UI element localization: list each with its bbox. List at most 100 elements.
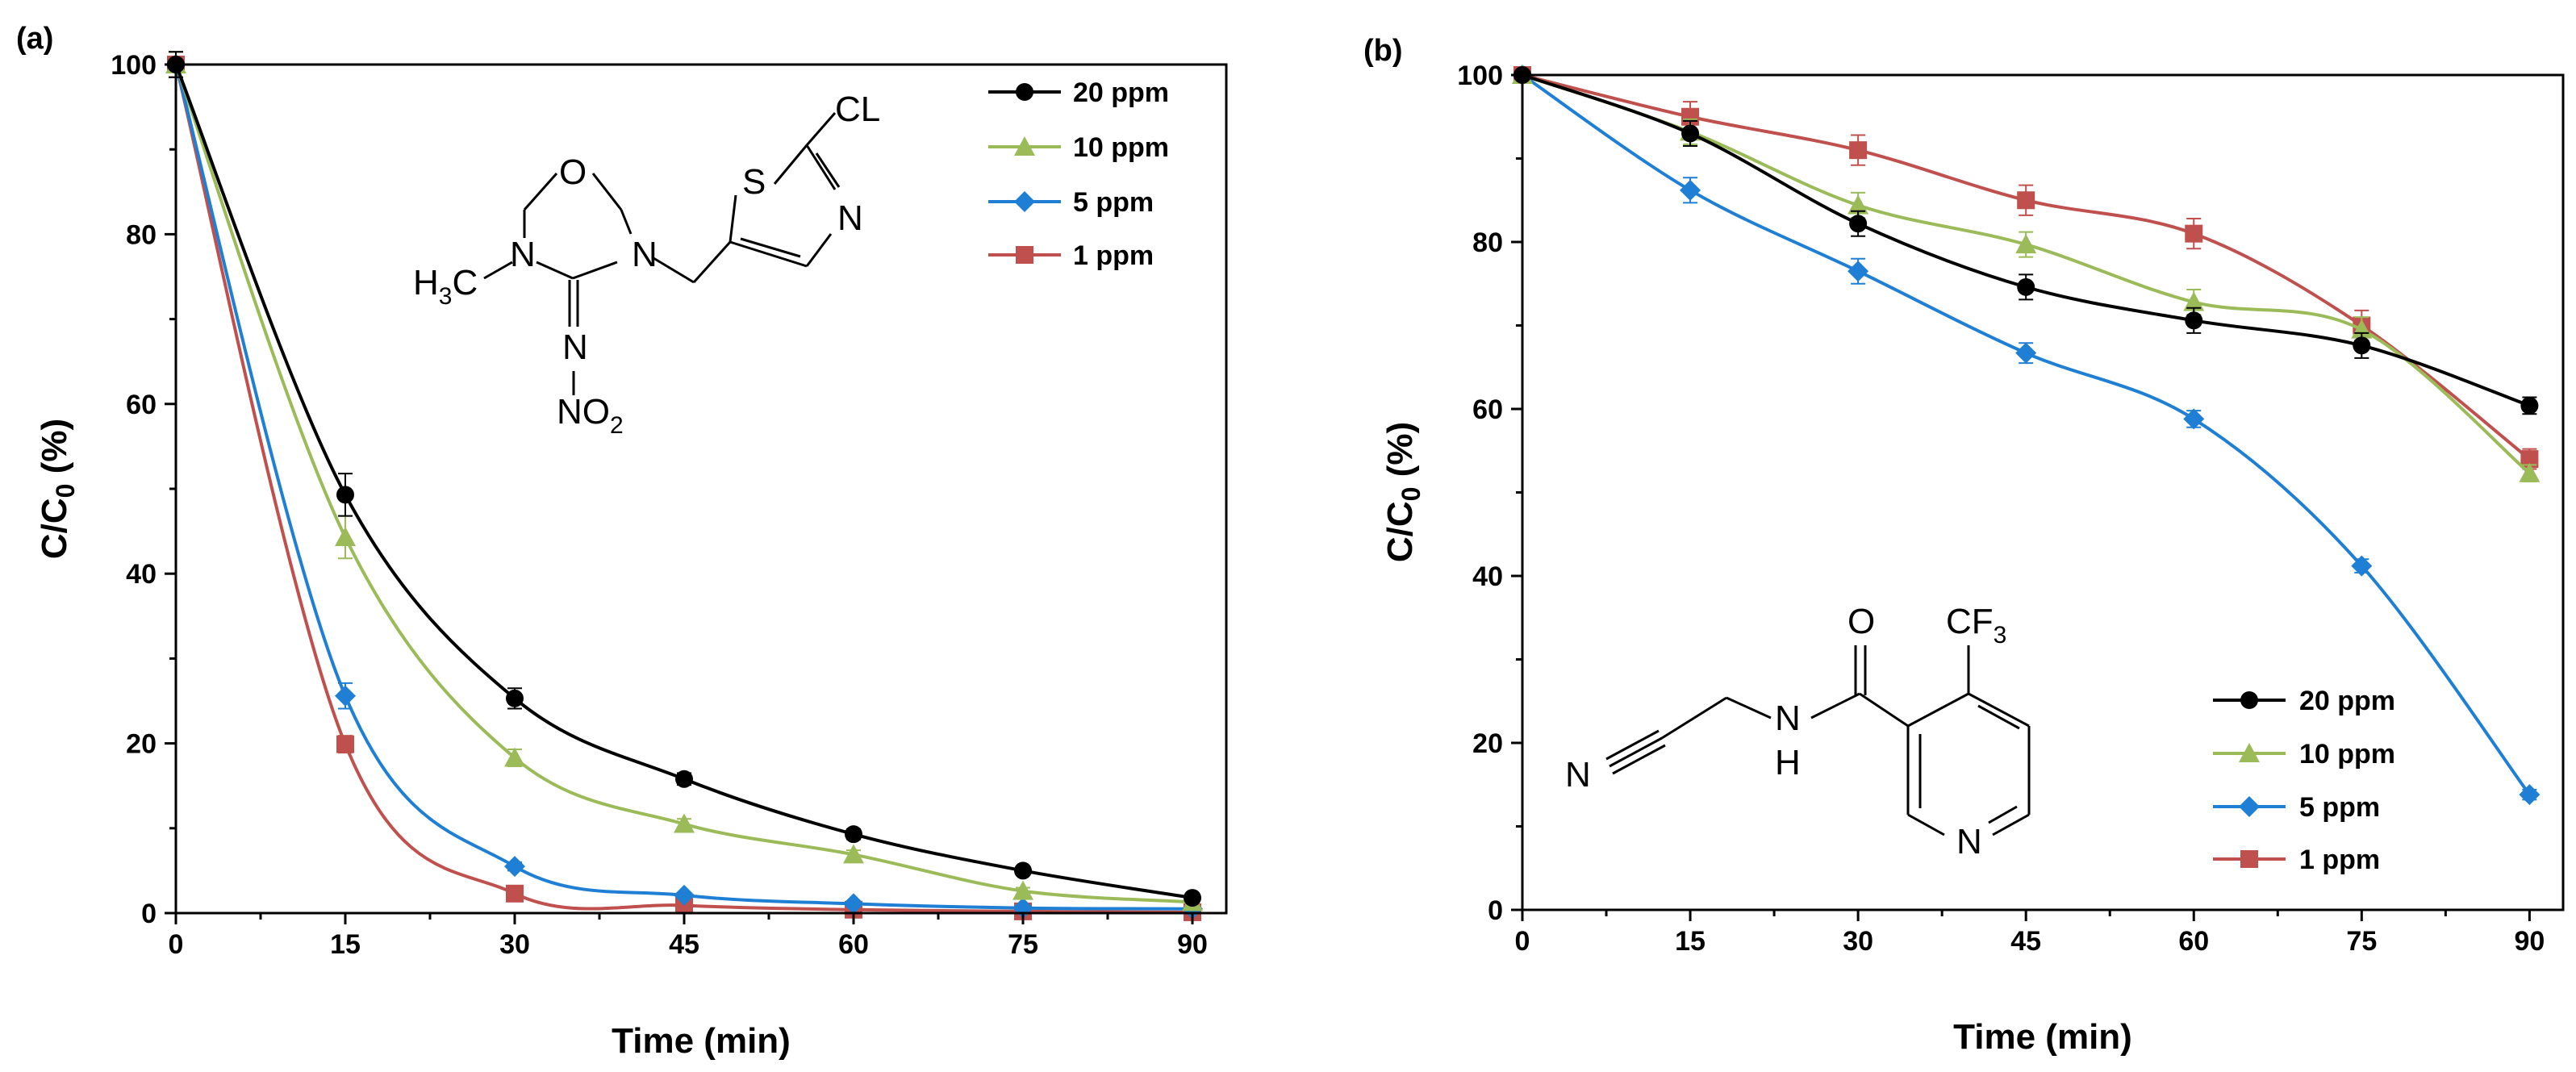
panel-a-line-10ppm <box>174 64 1193 904</box>
panel-b-point-1ppm-45 <box>2017 191 2035 210</box>
atom-n-nitrile-b: N <box>1565 755 1591 795</box>
panel-b-y-tick-label-0: 0 <box>1488 895 1503 926</box>
panel-b-x-tick-label-90: 90 <box>2514 926 2545 957</box>
panel-a-x-tick-label-45: 45 <box>669 929 699 960</box>
panel-a-y-tick-label-60: 60 <box>126 390 157 420</box>
panel-b-series-1ppm <box>1513 66 2539 470</box>
legend-a-1ppm: 1 ppm <box>988 240 1154 271</box>
panel-b-x-tick-label-15: 15 <box>1675 926 1706 957</box>
panel-a-line-5ppm <box>174 64 1193 911</box>
svg-text:1 ppm: 1 ppm <box>1073 240 1154 271</box>
svg-text:5 ppm: 5 ppm <box>2299 792 2380 823</box>
panel-a-y-tick-label-40: 40 <box>126 559 157 590</box>
atom-n-left-a: N <box>510 235 536 274</box>
atom-n-right-a: N <box>632 235 658 274</box>
panel-b-point-20ppm-15 <box>1681 124 1700 143</box>
panel-b-x-tick-label-60: 60 <box>2178 926 2209 957</box>
legend-a-10ppm: 10 ppm <box>988 132 1169 163</box>
panel-b-point-5ppm-75 <box>2351 555 2373 577</box>
legend-b-1ppm: 1 ppm <box>2213 845 2380 875</box>
panel-b-x-tick-label-45: 45 <box>2010 926 2041 957</box>
panel-b-point-5ppm-90 <box>2519 784 2541 806</box>
panel-a-y-axis-title: C/C0 (%) <box>35 419 80 559</box>
panel-b-point-5ppm-15 <box>1680 179 1701 201</box>
svg-text:20 ppm: 20 ppm <box>1073 77 1169 108</box>
panel-b-point-10ppm-60 <box>2183 291 2205 311</box>
panel-b-x-tick-label-30: 30 <box>1843 926 1873 957</box>
panel-a-point-5ppm-45 <box>674 884 695 906</box>
atom-n-imine-a: N <box>562 327 588 367</box>
atom-o-a: O <box>559 152 587 192</box>
panel-b-series-10ppm <box>1512 65 2541 483</box>
panel-b-point-20ppm-60 <box>2185 311 2203 330</box>
atom-n-pyridine-b: N <box>1956 822 1982 861</box>
panel-b-y-tick-label-100: 100 <box>1457 60 1503 91</box>
svg-text:10 ppm: 10 ppm <box>2299 739 2395 770</box>
panel-a-point-1ppm-15 <box>336 735 354 753</box>
panel-b-line-1ppm <box>1522 73 2531 461</box>
panel-a-point-5ppm-30 <box>504 856 525 878</box>
panel-a-point-10ppm-75 <box>1012 880 1033 900</box>
panel-b-point-5ppm-45 <box>2015 342 2037 364</box>
svg-text:1 ppm: 1 ppm <box>2299 845 2380 875</box>
panel-a-x-axis-title: Time (min) <box>612 1021 791 1061</box>
panel-b-point-5ppm-30 <box>1847 261 1869 282</box>
panel-a-y-tick-label-100: 100 <box>111 50 157 81</box>
atom-n-amide-b: N <box>1775 699 1801 738</box>
panel-b-y-tick-label-60: 60 <box>1472 394 1503 425</box>
panel-b-y-tick-label-20: 20 <box>1472 728 1503 759</box>
panel-b-point-1ppm-60 <box>2185 224 2203 243</box>
panel-b-legend: 20 ppm 10 ppm 5 ppm 1 ppm <box>2213 686 2395 875</box>
panel-b-chemical-structure: N N H O N CF3 <box>1565 602 2031 861</box>
panel-a-line-20ppm <box>174 64 1193 900</box>
panel-a-chart: (a) 0 15 30 45 60 75 90 0 20 40 60 80 100 Time (min)… <box>16 22 1228 1061</box>
panel-b-series-5ppm <box>1512 65 2541 806</box>
panel-a-x-tick-label-90: 90 <box>1177 929 1208 960</box>
panel-a-legend: 20 ppm 10 ppm 5 ppm 1 ppm <box>988 77 1169 271</box>
nitro-group-a: NO2 <box>557 392 624 439</box>
panel-a-point-10ppm-45 <box>674 813 695 833</box>
panel-a-x-tick-label-0: 0 <box>169 929 184 960</box>
panel-a-point-10ppm-60 <box>843 844 864 864</box>
panel-b-point-20ppm-75 <box>2353 336 2371 355</box>
legend-b-20ppm: 20 ppm <box>2213 686 2395 716</box>
methyl-group-a: H3C <box>413 263 478 310</box>
panel-b-point-1ppm-90 <box>2520 450 2539 469</box>
svg-text:20 ppm: 20 ppm <box>2299 686 2395 716</box>
panel-b-series-20ppm <box>1513 66 2539 415</box>
panel-b-point-1ppm-30 <box>1849 141 1868 160</box>
panel-b-y-axis-title: C/C0 (%) <box>1380 422 1426 562</box>
legend-a-5ppm: 5 ppm <box>988 187 1154 218</box>
panel-b-chart: (b) 0 15 30 45 60 75 90 0 20 40 60 80 100 Time (min)… <box>1363 34 2565 1057</box>
panel-a-point-20ppm-15 <box>336 486 354 504</box>
panel-a-x-tick-label-15: 15 <box>330 929 361 960</box>
panel-b-label: (b) <box>1363 34 1403 68</box>
panel-a-point-10ppm-30 <box>504 747 525 767</box>
panel-a-point-20ppm-30 <box>506 689 524 707</box>
legend-b-5ppm: 5 ppm <box>2213 792 2380 823</box>
panel-a-chemical-structure: O N N N N S CL H3C NO2 <box>413 90 880 439</box>
panel-b-x-tick-label-0: 0 <box>1515 926 1530 957</box>
panel-a-point-5ppm-60 <box>843 893 864 915</box>
panel-b-point-20ppm-90 <box>2520 396 2539 415</box>
panel-a-point-5ppm-15 <box>335 685 356 707</box>
panel-a-point-20ppm-60 <box>845 825 862 844</box>
atom-o-b: O <box>1847 602 1875 641</box>
svg-text:5 ppm: 5 ppm <box>1073 187 1154 218</box>
panel-a-point-1ppm-30 <box>506 884 524 903</box>
panel-a-point-20ppm-45 <box>675 770 693 788</box>
panel-b-point-20ppm-30 <box>1849 215 1868 233</box>
atom-n-thiazole-a: N <box>837 198 863 238</box>
panel-a-y-tick-label-0: 0 <box>141 899 157 929</box>
panel-a-point-20ppm-75 <box>1014 861 1032 880</box>
panel-b-point-5ppm-60 <box>2183 408 2205 430</box>
atom-cl-a: CL <box>835 90 880 129</box>
panel-a-point-20ppm-90 <box>1184 889 1201 907</box>
legend-b-10ppm: 10 ppm <box>2213 739 2395 770</box>
panel-b-y-tick-label-40: 40 <box>1472 561 1503 592</box>
panel-a-point-10ppm-15 <box>335 526 356 546</box>
panel-b-y-tick-label-80: 80 <box>1472 227 1503 258</box>
panel-a-x-tick-label-30: 30 <box>499 929 530 960</box>
panel-a-label: (a) <box>16 22 53 56</box>
cf3-group-b: CF3 <box>1946 602 2006 649</box>
